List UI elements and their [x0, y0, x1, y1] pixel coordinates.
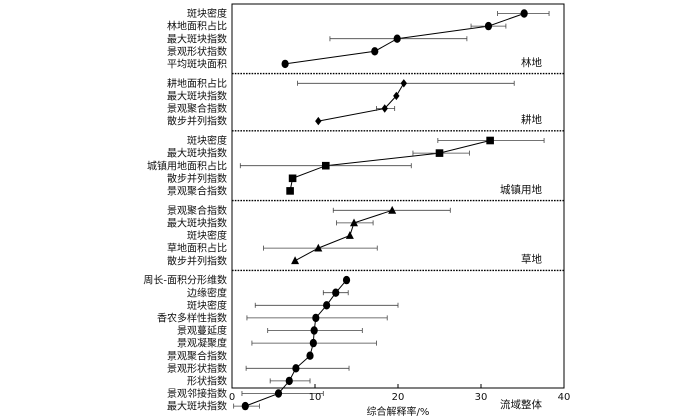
category-label: 最大斑块指数	[167, 32, 227, 45]
group-name: 林地	[521, 56, 542, 69]
category-label: 草地面积占比	[167, 242, 227, 255]
category-label: 周长-面积分形维数	[143, 274, 227, 287]
category-label: 平均斑块面积	[167, 58, 227, 71]
category-label: 景观蔓延度	[177, 324, 227, 337]
data-point	[342, 275, 351, 285]
data-point	[309, 338, 317, 348]
connecting-lines	[245, 13, 525, 407]
data-point	[323, 301, 331, 310]
group-name: 草地	[521, 253, 542, 266]
category-label: 香农多样性指数	[157, 312, 227, 325]
category-label: 景观聚合指数	[167, 185, 227, 198]
data-point	[285, 376, 293, 386]
x-tick-label: 30	[475, 392, 488, 403]
data-point	[314, 243, 323, 252]
data-point	[332, 288, 340, 297]
category-label: 斑块密度	[187, 299, 227, 312]
group-separators	[232, 72, 564, 272]
category-label: 散步并列指数	[167, 172, 227, 185]
category-label: 最大斑块指数	[167, 400, 227, 413]
category-label: 散步并列指数	[167, 115, 227, 128]
category-label: 斑块密度	[187, 7, 227, 20]
data-point	[274, 389, 283, 398]
data-point	[393, 91, 400, 101]
category-label: 城镇用地面积占比	[147, 159, 227, 172]
x-tick-label: 0	[229, 392, 235, 403]
connecting-line-3	[294, 209, 393, 262]
data-point	[292, 364, 300, 373]
category-label: 景观聚合指数	[167, 102, 227, 115]
group-name: 城镇用地	[500, 183, 542, 196]
data-point	[281, 59, 289, 69]
data-point	[321, 161, 330, 170]
x-tick-label: 20	[392, 392, 405, 403]
data-point	[388, 205, 397, 214]
x-axis-title: 综合解释率/%	[367, 405, 430, 418]
data-point	[484, 21, 493, 31]
data-point	[312, 313, 320, 323]
category-label: 斑块密度	[187, 134, 227, 147]
category-label: 景观形状指数	[167, 362, 227, 375]
category-label: 最大斑块指数	[167, 90, 227, 103]
data-point	[520, 9, 528, 18]
category-label: 耕地面积占比	[167, 77, 227, 90]
data-point	[393, 34, 401, 43]
x-tick-label: 10	[309, 392, 322, 403]
data-point	[381, 104, 388, 113]
data-point	[241, 401, 249, 411]
data-point	[350, 218, 359, 227]
category-label: 景观凝聚度	[177, 337, 227, 350]
x-axis: 0 10 20 30 40	[229, 384, 571, 403]
category-labels: 斑块密度林地面积占比最大斑块指数景观形状指数平均斑块面积耕地面积占比最大斑块指数…	[143, 7, 227, 413]
category-label: 最大斑块指数	[167, 217, 227, 230]
data-point	[286, 187, 294, 195]
group-name: 流域整体	[500, 398, 542, 411]
category-label: 景观邻接指数	[167, 387, 227, 400]
category-label: 景观聚合指数	[167, 204, 227, 217]
data-point	[291, 256, 300, 265]
connecting-line-1	[318, 83, 405, 122]
data-markers	[241, 9, 528, 411]
category-label: 景观聚合指数	[167, 349, 227, 362]
category-label: 形状指数	[187, 375, 227, 388]
data-point	[310, 326, 318, 335]
data-point	[435, 149, 444, 157]
data-point	[345, 231, 354, 239]
x-tick-label: 40	[558, 392, 571, 403]
data-point	[288, 174, 297, 183]
data-point	[306, 351, 314, 360]
category-label: 边缘密度	[187, 286, 227, 299]
group-name: 耕地	[521, 113, 542, 126]
data-point	[371, 47, 379, 56]
category-label: 最大斑块指数	[167, 147, 227, 160]
data-point	[400, 79, 408, 88]
category-label: 散步并列指数	[167, 254, 227, 267]
data-point	[486, 136, 494, 145]
category-label: 斑块密度	[187, 229, 227, 242]
category-label: 景观形状指数	[167, 45, 227, 58]
category-label: 林地面积占比	[167, 20, 227, 33]
data-point	[315, 116, 322, 126]
